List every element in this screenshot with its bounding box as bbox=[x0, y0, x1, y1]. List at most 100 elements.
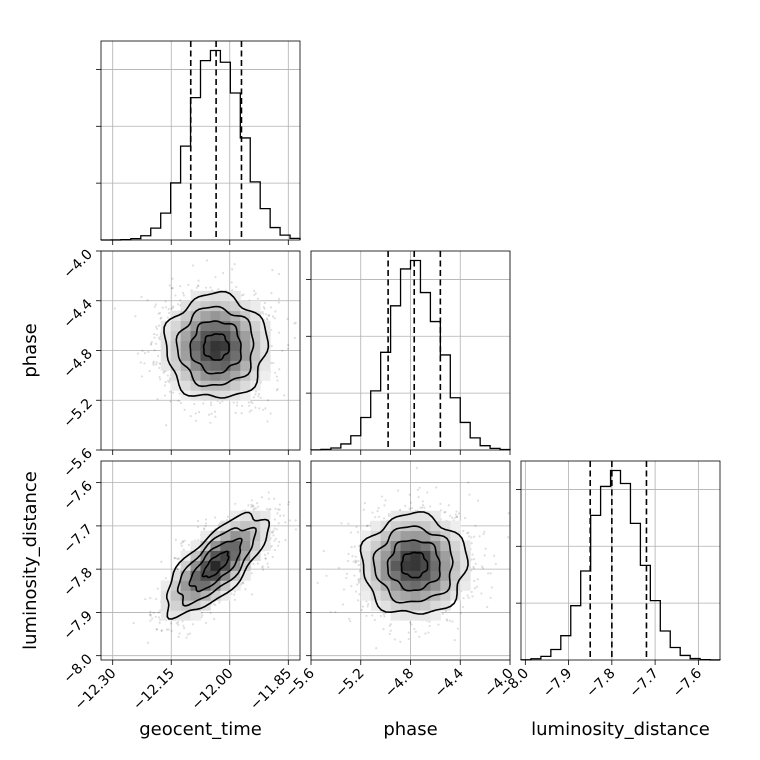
scatter-point bbox=[277, 301, 280, 304]
scatter-point bbox=[275, 375, 279, 378]
density-cell bbox=[160, 350, 172, 361]
scatter-point bbox=[149, 619, 152, 622]
density-cell bbox=[210, 330, 221, 341]
scatter-point bbox=[471, 595, 474, 598]
density-cell bbox=[240, 380, 251, 391]
scatter-point bbox=[275, 389, 278, 392]
scatter-point bbox=[259, 396, 262, 400]
scatter-point bbox=[164, 380, 167, 384]
scatter-point bbox=[262, 408, 265, 411]
contour-level-3 bbox=[166, 511, 271, 620]
scatter-point bbox=[270, 531, 273, 534]
histogram-geocent_time bbox=[100, 49, 301, 241]
scatter-point bbox=[149, 597, 152, 600]
scatter-point bbox=[240, 412, 243, 415]
scatter-point bbox=[177, 399, 180, 402]
scatter-point bbox=[160, 316, 163, 319]
scatter-point bbox=[183, 408, 186, 411]
panel-geocent_time-hist bbox=[96, 40, 301, 245]
scatter-point bbox=[140, 295, 143, 299]
density-cell bbox=[250, 510, 261, 522]
density-cell bbox=[200, 590, 211, 601]
scatter-point bbox=[171, 287, 174, 290]
panel-content bbox=[316, 466, 510, 650]
scatter-point bbox=[251, 402, 254, 405]
scatter-point bbox=[171, 277, 174, 280]
scatter-point bbox=[248, 404, 251, 407]
scatter-point bbox=[277, 297, 281, 300]
scatter-point bbox=[334, 611, 337, 614]
scatter-point bbox=[248, 410, 251, 413]
scatter-point bbox=[217, 288, 220, 291]
scatter-point bbox=[462, 597, 465, 600]
scatter-point bbox=[278, 331, 281, 334]
density-cell bbox=[190, 310, 201, 322]
density-cell bbox=[170, 320, 181, 331]
density-cell bbox=[180, 310, 191, 322]
density-cell bbox=[200, 390, 211, 401]
density-cell bbox=[210, 370, 221, 381]
scatter-point bbox=[173, 556, 176, 559]
scatter-point bbox=[252, 562, 255, 565]
y-tick-label: −8.0 bbox=[60, 651, 95, 686]
density-cell bbox=[180, 390, 191, 401]
scatter-point bbox=[272, 361, 275, 365]
scatter-point bbox=[266, 318, 269, 321]
scatter-point bbox=[176, 558, 180, 561]
contour-level-2 bbox=[176, 526, 257, 607]
density-cell bbox=[240, 350, 251, 361]
scatter-point bbox=[256, 562, 260, 565]
scatter-point bbox=[250, 506, 253, 509]
scatter-point bbox=[167, 379, 170, 383]
scatter-point bbox=[154, 342, 158, 345]
density-cell bbox=[260, 360, 271, 371]
scatter-point bbox=[233, 263, 236, 266]
scatter-point bbox=[253, 293, 256, 297]
scatter-point bbox=[155, 333, 158, 336]
density-cell bbox=[220, 310, 231, 322]
scatter-point bbox=[214, 275, 217, 279]
density-cell bbox=[260, 530, 271, 541]
scatter-point bbox=[113, 307, 116, 310]
scatter-point bbox=[209, 286, 212, 289]
scatter-point bbox=[172, 391, 175, 394]
density-cell bbox=[190, 570, 201, 581]
scatter-point bbox=[161, 306, 164, 309]
scatter-point bbox=[157, 324, 161, 327]
density-cell bbox=[260, 330, 271, 341]
scatter-point bbox=[151, 617, 154, 620]
scatter-point bbox=[214, 516, 217, 519]
scatter-point bbox=[157, 312, 160, 315]
scatter-point bbox=[153, 332, 156, 336]
scatter-point bbox=[256, 297, 260, 300]
density-cell bbox=[170, 570, 181, 581]
scatter-point bbox=[174, 538, 177, 541]
scatter-point bbox=[242, 293, 245, 296]
scatter-point bbox=[165, 628, 168, 631]
scatter-point bbox=[230, 592, 233, 595]
density-cell bbox=[240, 320, 251, 331]
density-cell bbox=[250, 340, 261, 351]
scatter-point bbox=[163, 370, 166, 373]
scatter-point bbox=[353, 574, 356, 577]
scatter-point bbox=[168, 284, 171, 287]
density-cell bbox=[250, 350, 261, 361]
density-cell bbox=[230, 390, 241, 401]
density-cell bbox=[230, 550, 241, 561]
scatter-point bbox=[240, 582, 243, 585]
scatter-point bbox=[149, 343, 153, 346]
scatter-point bbox=[266, 317, 269, 320]
scatter-point bbox=[166, 374, 169, 377]
scatter-point bbox=[354, 561, 357, 564]
scatter-point bbox=[266, 399, 270, 402]
scatter-point bbox=[141, 349, 144, 352]
density-cell bbox=[250, 320, 261, 331]
density-cell bbox=[260, 340, 271, 351]
scatter-point bbox=[218, 601, 221, 604]
scatter-point bbox=[203, 527, 206, 530]
density-cell bbox=[210, 290, 221, 302]
y-tick-label: −5.6 bbox=[60, 445, 95, 480]
density-cell bbox=[210, 350, 221, 361]
density-cell bbox=[230, 350, 241, 361]
scatter-point bbox=[153, 336, 156, 339]
